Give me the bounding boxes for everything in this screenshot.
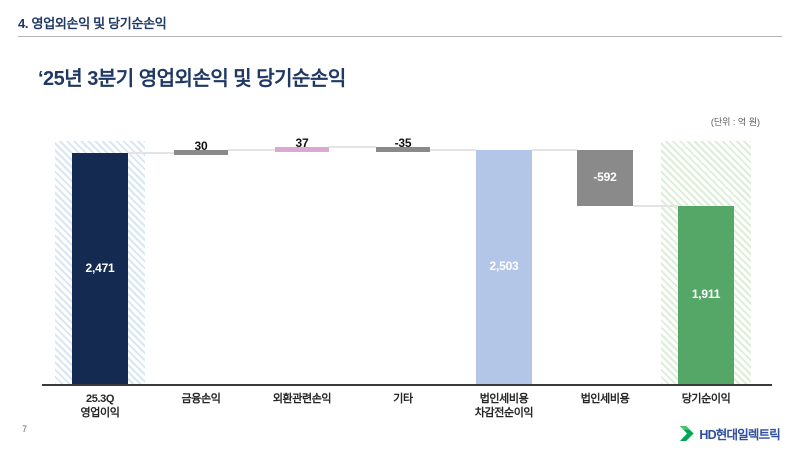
bar-value-label: 1,911 (691, 287, 721, 302)
waterfall-connector (329, 145, 376, 148)
waterfall-connector (430, 148, 476, 151)
bar-value-label: 2,471 (85, 261, 115, 275)
category-label: 금융손익 (181, 393, 221, 405)
section-header: 4. 영업외손익 및 당기순손익 (18, 16, 167, 31)
x-axis-line (42, 384, 772, 386)
waterfall-connector (633, 204, 678, 207)
category-label: 25.3Q 영업이익 (80, 393, 120, 420)
waterfall-connector (532, 148, 577, 151)
waterfall-bar (72, 153, 128, 385)
waterfall-bar (376, 146, 430, 152)
company-logo: HD현대일렉트릭 (680, 424, 781, 443)
logo-chevron-icon (680, 426, 694, 441)
page-title: ‘25년 3분기 영업외손익 및 당기순손익 (38, 68, 346, 90)
bar-value-label: -592 (593, 169, 617, 184)
category-label: 외환관련손익 (272, 393, 332, 405)
category-label: 기타 (393, 393, 413, 405)
bar-value-label: 30 (194, 139, 208, 154)
page-number: 7 (22, 424, 28, 434)
bar-value-label: 2,503 (489, 259, 519, 274)
category-label: 당기순이익 (681, 393, 731, 405)
category-label: 법인세비용 차감전순이익 (474, 393, 534, 420)
logo-text: HD현대일렉트릭 (699, 428, 780, 442)
waterfall-bar (476, 149, 532, 385)
waterfall-bar (678, 205, 734, 385)
bar-value-label: -35 (394, 135, 412, 150)
waterfall-connector (128, 152, 174, 154)
waterfall-bar (174, 150, 228, 156)
waterfall-bar (275, 146, 329, 152)
waterfall-bar (577, 149, 633, 206)
unit-label: (단위 : 억 원) (710, 117, 760, 127)
waterfall-connector (228, 149, 275, 152)
bar-value-label: 37 (295, 135, 309, 150)
header-divider (18, 36, 782, 37)
category-label: 법인세비용 (580, 393, 630, 405)
